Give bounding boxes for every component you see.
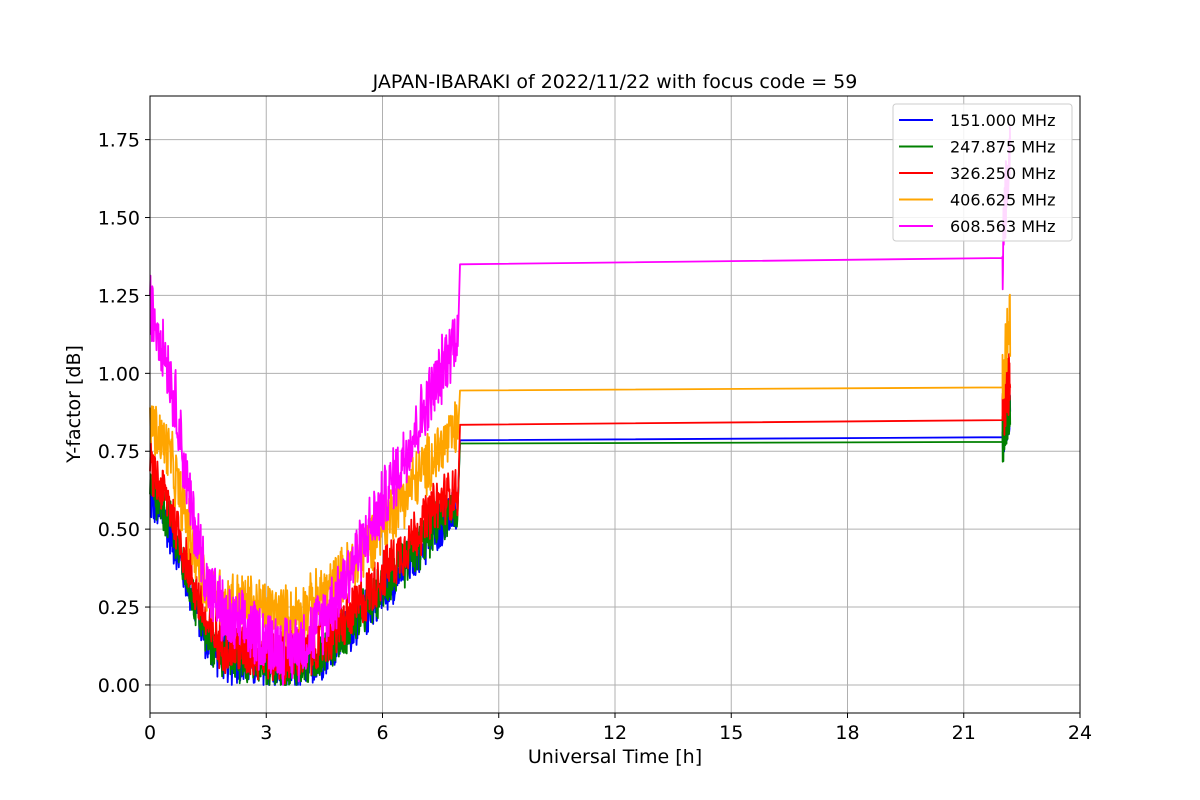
legend-label-4: 608.563 MHz xyxy=(950,217,1055,236)
y-tick-label: 0.75 xyxy=(98,441,140,463)
x-axis-title: Universal Time [h] xyxy=(528,746,702,768)
y-tick-label: 1.50 xyxy=(98,208,140,230)
x-tick-label: 18 xyxy=(835,722,859,744)
y-axis: 0.00 0.25 0.50 0.75 1.00 1.25 1.50 1.75 xyxy=(98,130,150,697)
chart-title: JAPAN-IBARAKI of 2022/11/22 with focus c… xyxy=(372,71,858,93)
x-tick-label: 6 xyxy=(376,722,388,744)
x-tick-label: 3 xyxy=(260,722,272,744)
y-tick-label: 0.50 xyxy=(98,519,140,541)
x-tick-label: 24 xyxy=(1068,722,1092,744)
y-tick-label: 1.00 xyxy=(98,363,140,385)
legend-label-1: 247.875 MHz xyxy=(950,138,1055,157)
y-tick-label: 0.00 xyxy=(98,675,140,697)
x-tick-label: 9 xyxy=(493,722,505,744)
x-tick-label: 0 xyxy=(144,722,156,744)
legend: 151.000 MHz 247.875 MHz 326.250 MHz 406.625… xyxy=(892,103,1073,242)
y-tick-label: 1.25 xyxy=(98,285,140,307)
series-line-4 xyxy=(149,126,1012,686)
x-tick-label: 12 xyxy=(603,722,627,744)
y-tick-label: 1.75 xyxy=(98,130,140,152)
legend-label-3: 406.625 MHz xyxy=(950,191,1055,210)
legend-label-0: 151.000 MHz xyxy=(950,111,1055,130)
legend-label-2: 326.250 MHz xyxy=(950,164,1055,183)
x-tick-label: 21 xyxy=(952,722,976,744)
legend-box xyxy=(892,103,1073,242)
y-tick-label: 0.25 xyxy=(98,597,140,619)
x-axis: 0 3 6 9 12 15 18 21 24 xyxy=(144,713,1092,744)
x-tick-label: 15 xyxy=(719,722,743,744)
y-axis-title: Y-factor [dB] xyxy=(63,345,85,464)
series-layer xyxy=(149,126,1012,686)
